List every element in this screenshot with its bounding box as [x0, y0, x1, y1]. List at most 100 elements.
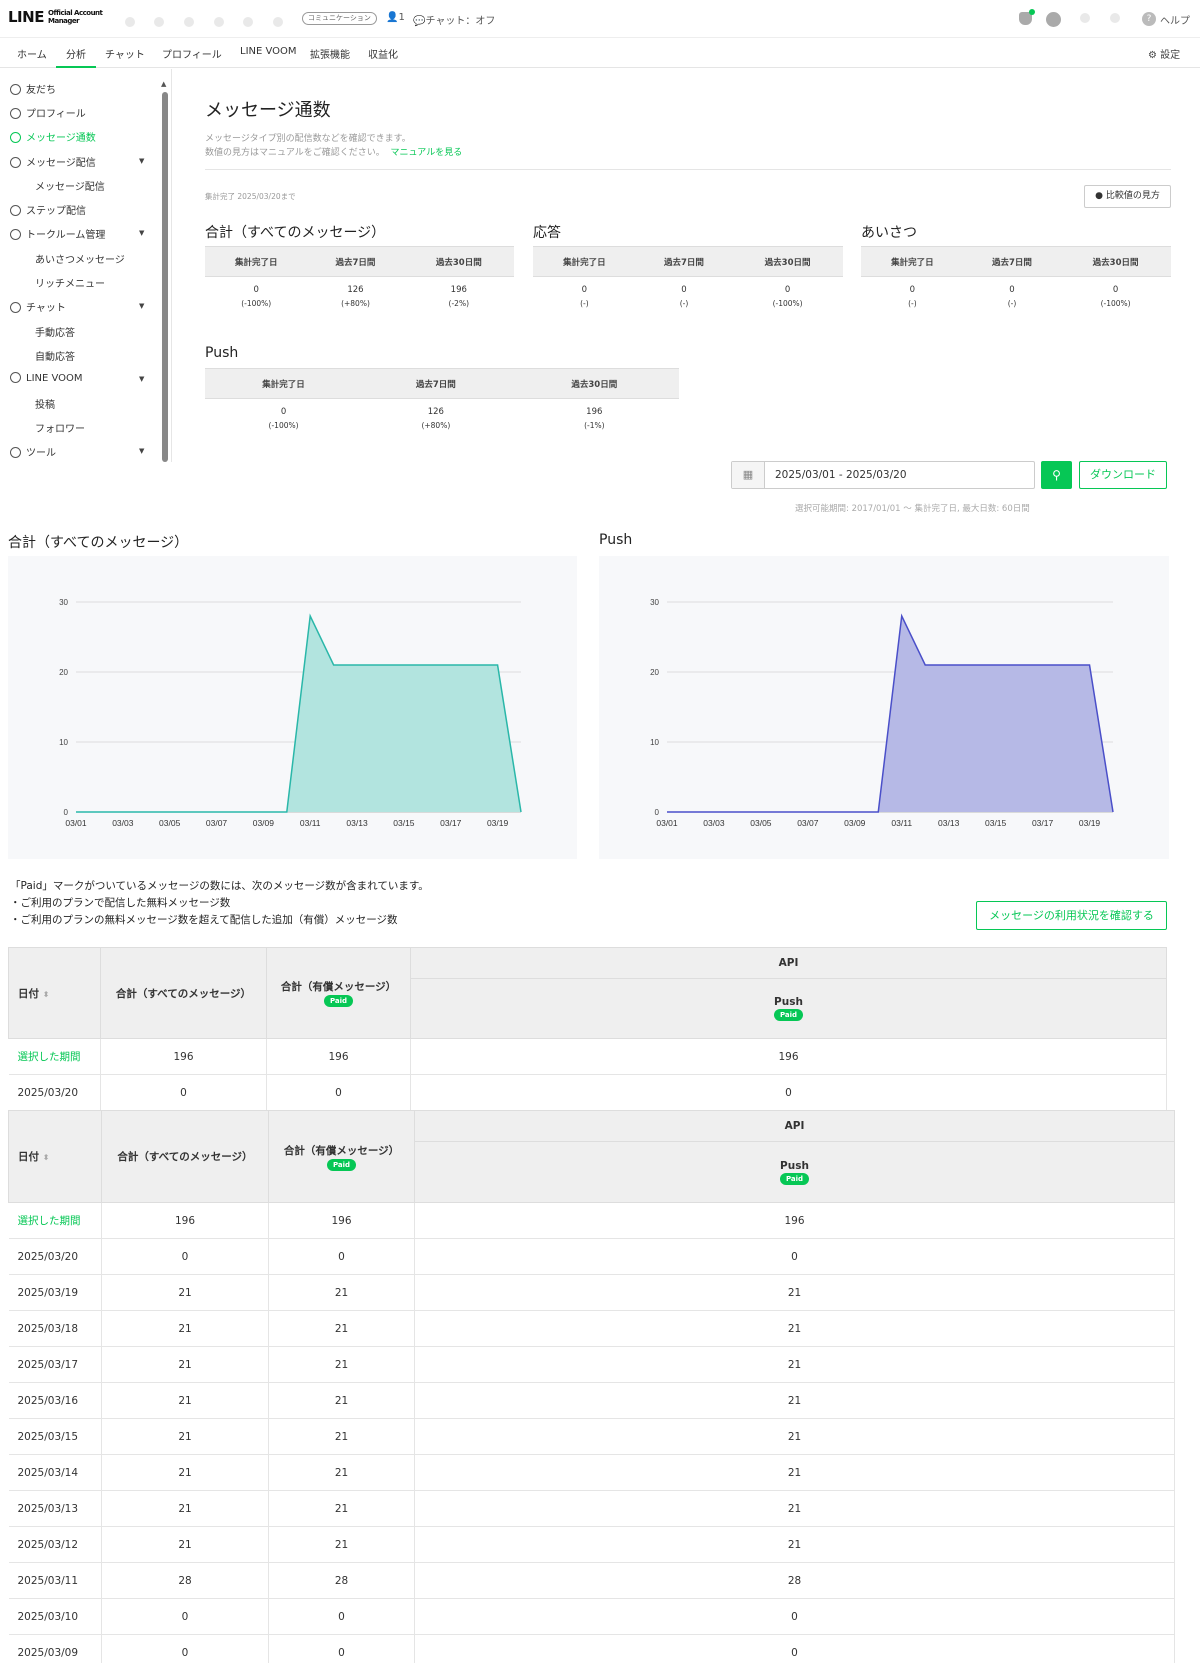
tab-home[interactable]: ホーム	[17, 50, 47, 61]
row-date: 2025/03/20	[8, 1074, 101, 1111]
sidebar-item-chat[interactable]: チャット	[10, 299, 66, 314]
row-date: 2025/03/18	[8, 1310, 102, 1347]
col-header-date[interactable]: 日付 ⬍	[8, 1110, 102, 1203]
cell-total: 21	[101, 1382, 269, 1419]
inbox-icon	[10, 132, 21, 143]
col-header: 過去30日間	[509, 368, 679, 399]
cell-paid: 196	[266, 1038, 411, 1075]
x-tick-label: 03/11	[891, 818, 912, 828]
tab-line-voom[interactable]: LINE VOOM	[240, 46, 297, 57]
cell-push: 0	[414, 1598, 1175, 1635]
paid-badge: Paid	[323, 995, 354, 1007]
chevron-down-icon[interactable]: ▼	[139, 375, 145, 383]
friends-count: 👤1	[386, 12, 405, 23]
col-header-api: API	[414, 1110, 1175, 1142]
cell-paid: 0	[268, 1634, 415, 1663]
chevron-down-icon[interactable]: ▼	[139, 157, 145, 165]
settings-link[interactable]: ⚙ 設定	[1148, 50, 1181, 61]
cell-total: 21	[101, 1346, 269, 1383]
paid-explanation-item: ・ご利用のプランの無料メッセージ数を超えて配信した追加（有償）メッセージ数	[10, 914, 398, 926]
cell-total: 21	[101, 1418, 269, 1455]
sidebar-item-friends[interactable]: 友だち	[10, 81, 56, 96]
bell-icon[interactable]	[1019, 12, 1032, 25]
sidebar-item-tools[interactable]: ツール	[10, 444, 56, 459]
main-nav: ホーム 分析 チャット プロフィール LINE VOOM 拡張機能 収益化 ⚙ …	[0, 38, 1200, 68]
col-header-date[interactable]: 日付 ⬍	[8, 947, 101, 1039]
tab-monetization[interactable]: 収益化	[368, 50, 398, 61]
sidebar-subitem-message-delivery[interactable]: メッセージ配信	[35, 182, 105, 193]
placeholder-dot	[273, 17, 283, 27]
x-tick-label: 03/15	[985, 818, 1007, 828]
cell-push: 21	[414, 1490, 1175, 1527]
row-date: 2025/03/16	[8, 1382, 102, 1419]
download-button[interactable]: ダウンロード	[1079, 461, 1167, 489]
sidebar-item-message-delivery[interactable]: メッセージ配信	[10, 154, 96, 169]
x-tick-label: 03/01	[65, 818, 87, 828]
date-range-value[interactable]: 2025/03/01 - 2025/03/20	[775, 469, 907, 481]
page-title: メッセージ通数	[205, 100, 331, 121]
table-row: 2025/03/11 28 28 28	[8, 1562, 1175, 1599]
chart-title-push: Push	[599, 532, 633, 548]
col-header: 過去30日間	[1060, 246, 1171, 277]
sidebar-subitem-followers[interactable]: フォロワー	[35, 424, 85, 435]
tab-extensions[interactable]: 拡張機能	[310, 50, 350, 61]
col-header-push: Push Paid	[414, 1141, 1175, 1203]
summary-value: 196	[450, 285, 467, 295]
table-row: 2025/03/18 21 21 21	[8, 1310, 1175, 1347]
manual-link[interactable]: マニュアルを見る	[390, 148, 463, 158]
summary-value: 0	[909, 285, 916, 295]
tab-chat[interactable]: チャット	[105, 50, 145, 61]
friends-icon	[10, 84, 21, 95]
summary-value: 0	[253, 285, 259, 295]
aggregation-note: 集計完了 2025/03/20まで	[205, 192, 296, 201]
sort-icon[interactable]: ⬍	[42, 989, 50, 999]
sidebar-item-talkroom[interactable]: トークルーム管理	[10, 226, 105, 241]
chat-status[interactable]: 💬チャット：オフ	[413, 16, 496, 27]
help-icon[interactable]: ?	[1142, 12, 1156, 26]
x-tick-label: 03/09	[844, 818, 866, 828]
help-link[interactable]: ヘルプ	[1160, 16, 1190, 27]
sidebar-subitem-richmenu[interactable]: リッチメニュー	[35, 279, 105, 290]
sidebar-subitem-posts[interactable]: 投稿	[35, 400, 55, 411]
cell-total: 21	[101, 1310, 269, 1347]
summary-value: 126	[427, 407, 444, 417]
area-chart-total: 0 10 20 30 03/01 03/03 03/05 03/07 03/09 03/11 03/…	[59, 598, 522, 828]
line-logo[interactable]: LINE Official Account Manager	[8, 8, 103, 26]
calendar-icon[interactable]: ▦	[732, 462, 765, 488]
chevron-down-icon[interactable]: ▼	[139, 302, 145, 310]
summary-value: 126	[347, 285, 364, 295]
chevron-down-icon[interactable]: ▼	[139, 447, 145, 455]
account-avatar-icon[interactable]	[1046, 12, 1061, 27]
top-bar: LINE Official Account Manager コミュニケーション 👤…	[0, 0, 1200, 38]
cell-paid: 21	[268, 1526, 415, 1563]
check-usage-button[interactable]: メッセージの利用状況を確認する	[976, 901, 1167, 930]
row-date: 2025/03/10	[8, 1598, 102, 1635]
tab-analytics[interactable]: 分析	[66, 50, 86, 61]
sidebar-scrollbar[interactable]	[162, 92, 168, 462]
table-row: 2025/03/15 21 21 21	[8, 1418, 1175, 1455]
chat-icon	[10, 302, 21, 313]
cell-push: 0	[414, 1634, 1175, 1663]
chevron-down-icon[interactable]: ▼	[139, 229, 145, 237]
sidebar-item-profile[interactable]: プロフィール	[10, 105, 86, 120]
row-date: 2025/03/17	[8, 1346, 102, 1383]
sidebar-item-step-delivery[interactable]: ステップ配信	[10, 202, 86, 217]
scroll-up-icon[interactable]: ▲	[161, 80, 167, 88]
search-button[interactable]: ⚲	[1041, 461, 1072, 489]
sidebar-item-line-voom[interactable]: LINE VOOM	[10, 372, 83, 384]
sidebar-subitem-manual-reply[interactable]: 手動応答	[35, 328, 75, 339]
x-tick-label: 03/15	[393, 818, 415, 828]
table-row: 2025/03/19 21 21 21	[8, 1274, 1175, 1311]
sort-icon[interactable]: ⬍	[42, 1153, 50, 1162]
tab-profile[interactable]: プロフィール	[162, 50, 222, 61]
sidebar-item-message-count[interactable]: メッセージ通数	[10, 129, 96, 144]
sidebar-subitem-auto-reply[interactable]: 自動応答	[35, 352, 75, 363]
y-tick-label: 30	[59, 598, 68, 607]
sidebar-subitem-greeting[interactable]: あいさつメッセージ	[35, 255, 125, 266]
broadcast-icon	[10, 157, 21, 168]
summary-change: (-1%)	[584, 420, 605, 430]
x-tick-label: 03/07	[797, 818, 819, 828]
date-range-picker[interactable]: ▦ 2025/03/01 - 2025/03/20	[731, 461, 1035, 489]
cell-paid: 21	[268, 1490, 415, 1527]
compare-help-button[interactable]: ● 比較値の見方	[1084, 185, 1171, 208]
